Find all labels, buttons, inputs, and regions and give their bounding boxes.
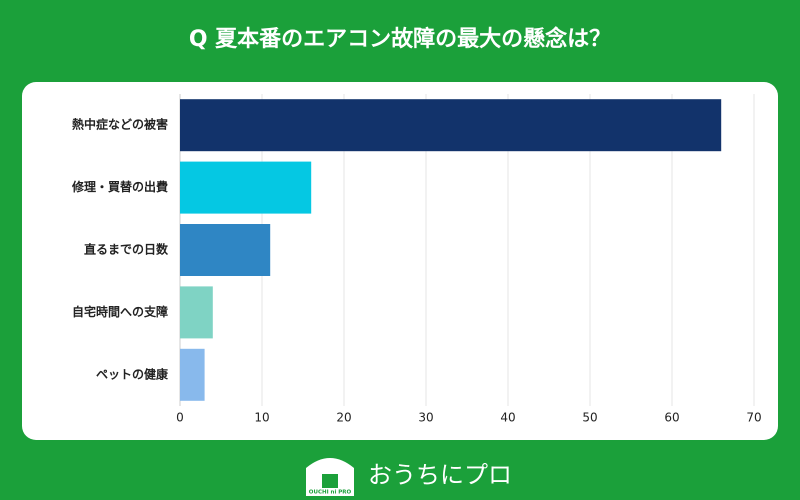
x-tick-label: 0 bbox=[176, 411, 184, 425]
x-tick-label: 50 bbox=[582, 411, 597, 425]
plot: 0 10 20 30 40 50 60 70 熱中症などの被害修理・買替の出費直るまでの日数自宅… bbox=[71, 94, 762, 425]
x-tick-label: 40 bbox=[500, 411, 515, 425]
bar bbox=[180, 286, 213, 339]
y-tick-label: 直るまでの日数 bbox=[84, 242, 169, 257]
y-tick-label: 熱中症などの被害 bbox=[72, 117, 168, 132]
logo: OUCHI ni PRO おうちにプロ bbox=[306, 458, 512, 496]
x-tick-label: 60 bbox=[664, 411, 679, 425]
chart-title: Q 夏本番のエアコン故障の最大の懸念は？ bbox=[189, 26, 611, 52]
y-tick-label: 修理・買替の出費 bbox=[71, 179, 168, 194]
bar bbox=[180, 99, 722, 152]
bar bbox=[180, 224, 271, 276]
x-tick-label: 10 bbox=[254, 411, 269, 425]
logo-text: おうちにプロ bbox=[368, 461, 512, 489]
bar bbox=[180, 348, 205, 401]
x-tick-label: 20 bbox=[336, 411, 351, 425]
x-tick-label: 30 bbox=[418, 411, 433, 425]
logo-door bbox=[322, 474, 338, 488]
y-tick-label: 自宅時間への支障 bbox=[72, 304, 168, 319]
y-tick-label: ペットの健康 bbox=[96, 366, 169, 381]
bar bbox=[180, 161, 312, 214]
x-tick-label: 70 bbox=[746, 411, 761, 425]
logo-icon-text: OUCHI ni PRO bbox=[309, 490, 352, 496]
